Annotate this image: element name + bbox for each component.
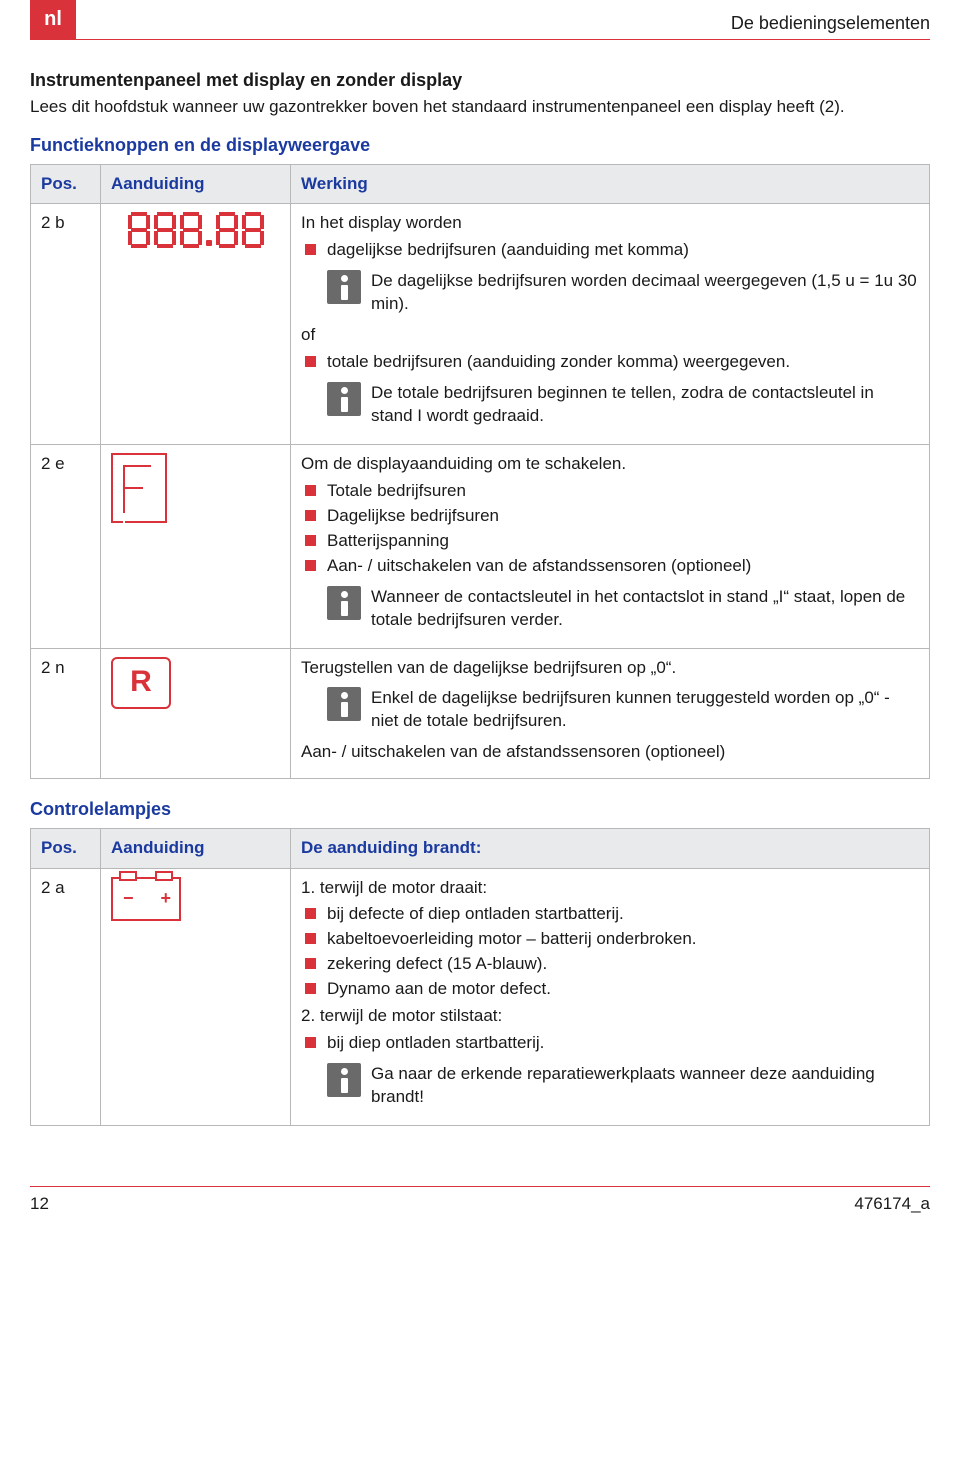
- section-label: De bedieningselementen: [731, 11, 930, 39]
- th-pos-2: Pos.: [31, 828, 101, 868]
- th-werking: Werking: [291, 164, 930, 204]
- werking-2e: Om de displayaanduiding om te schakelen.…: [291, 444, 930, 648]
- battery-icon: − +: [111, 877, 181, 921]
- info-box: Enkel de dagelijkse bedrijfsuren kunnen …: [327, 687, 919, 733]
- info-text-2b-2: De totale bedrijfsuren beginnen te telle…: [371, 382, 919, 428]
- li-2a-1-2: zekering defect (15 A-blauw).: [327, 953, 919, 976]
- info-icon: [327, 687, 361, 721]
- table-controlelampjes: Pos. Aanduiding De aanduiding brandt: 2 …: [30, 828, 930, 1126]
- info-text-2e: Wanneer de contactsleutel in het contact…: [371, 586, 919, 632]
- info-icon: [327, 270, 361, 304]
- info-box: Wanneer de contactsleutel in het contact…: [327, 586, 919, 632]
- li-2e-3: Aan- / uitschakelen van de afstandssenso…: [327, 555, 919, 578]
- page-footer: 12 476174_a: [30, 1186, 930, 1216]
- intro-text: Lees dit hoofdstuk wanneer uw gazontrekk…: [30, 96, 930, 119]
- li-2a-2-0: bij diep ontladen startbatterij.: [327, 1032, 919, 1055]
- table-row: 2 e Om de displayaanduiding om te schake…: [31, 444, 930, 648]
- info-box: De totale bedrijfsuren beginnen te telle…: [327, 382, 919, 428]
- th-aanduiding: Aanduiding: [101, 164, 291, 204]
- info-box: De dagelijkse bedrijfsuren worden decima…: [327, 270, 919, 316]
- th-pos: Pos.: [31, 164, 101, 204]
- li-2a-1-3: Dynamo aan de motor defect.: [327, 978, 919, 1001]
- info-box: Ga naar de erkende reparatiewerkplaats w…: [327, 1063, 919, 1109]
- subhead-functieknoppen: Functieknoppen en de displayweergave: [30, 133, 930, 157]
- pos-2e: 2 e: [31, 444, 101, 648]
- table-functieknoppen: Pos. Aanduiding Werking 2 b: [30, 164, 930, 780]
- li-2a-1-1: kabeltoevoerleiding motor – batterij ond…: [327, 928, 919, 951]
- lang-tab: nl: [30, 0, 76, 39]
- subhead-controlelampjes: Controlelampjes: [30, 797, 930, 821]
- segment-display-icon: [111, 212, 280, 248]
- table-row: 2 b In het display worden dagelijkse bed: [31, 204, 930, 445]
- line1-2a: 1. terwijl de motor draait:: [301, 877, 919, 900]
- table-row: 2 a − + 1. terwijl de motor draait: bij …: [31, 868, 930, 1125]
- lead-2e: Om de displayaanduiding om te schakelen.: [301, 453, 919, 476]
- indicator-2a: − +: [101, 868, 291, 1125]
- brandt-2a: 1. terwijl de motor draait: bij defecte …: [291, 868, 930, 1125]
- doc-id: 476174_a: [854, 1193, 930, 1216]
- info-text-2n: Enkel de dagelijkse bedrijfsuren kunnen …: [371, 687, 919, 733]
- top-bar: nl De bedieningselementen: [30, 0, 930, 40]
- info-text-2b-1: De dagelijkse bedrijfsuren worden decima…: [371, 270, 919, 316]
- info-icon: [327, 382, 361, 416]
- pos-2n: 2 n: [31, 648, 101, 779]
- table-row: 2 n Terugstellen van de dagelijkse bedri…: [31, 648, 930, 779]
- pos-2b: 2 b: [31, 204, 101, 445]
- li-2e-0: Totale bedrijfsuren: [327, 480, 919, 503]
- minus-icon: −: [123, 889, 134, 907]
- of-label: of: [301, 324, 919, 347]
- pos-2a: 2 a: [31, 868, 101, 1125]
- lead-2n: Terugstellen van de dagelijkse bedrijfsu…: [301, 657, 919, 680]
- indicator-2b: [101, 204, 291, 445]
- info-icon: [327, 586, 361, 620]
- th-aanduiding-2: Aanduiding: [101, 828, 291, 868]
- werking-2n: Terugstellen van de dagelijkse bedrijfsu…: [291, 648, 930, 779]
- li-2a-1-0: bij defecte of diep ontladen startbatter…: [327, 903, 919, 926]
- li-2b-2: totale bedrijfsuren (aanduiding zonder k…: [327, 351, 919, 374]
- info-text-2a: Ga naar de erkende reparatiewerkplaats w…: [371, 1063, 919, 1109]
- line2-2a: 2. terwijl de motor stilstaat:: [301, 1005, 919, 1028]
- li-2b-1: dagelijkse bedrijfsuren (aanduiding met …: [327, 239, 919, 262]
- lead-2b: In het display worden: [301, 212, 919, 235]
- r-button-icon: [111, 657, 171, 709]
- f-button-icon: [111, 453, 167, 523]
- page-title: Instrumentenpaneel met display en zonder…: [30, 68, 930, 92]
- werking-2b: In het display worden dagelijkse bedrijf…: [291, 204, 930, 445]
- th-brandt: De aanduiding brandt:: [291, 828, 930, 868]
- info-icon: [327, 1063, 361, 1097]
- after-2n: Aan- / uitschakelen van de afstandssenso…: [301, 741, 919, 764]
- plus-icon: +: [160, 889, 171, 907]
- indicator-2n: [101, 648, 291, 779]
- li-2e-1: Dagelijkse bedrijfsuren: [327, 505, 919, 528]
- page-number: 12: [30, 1193, 49, 1216]
- li-2e-2: Batterijspanning: [327, 530, 919, 553]
- indicator-2e: [101, 444, 291, 648]
